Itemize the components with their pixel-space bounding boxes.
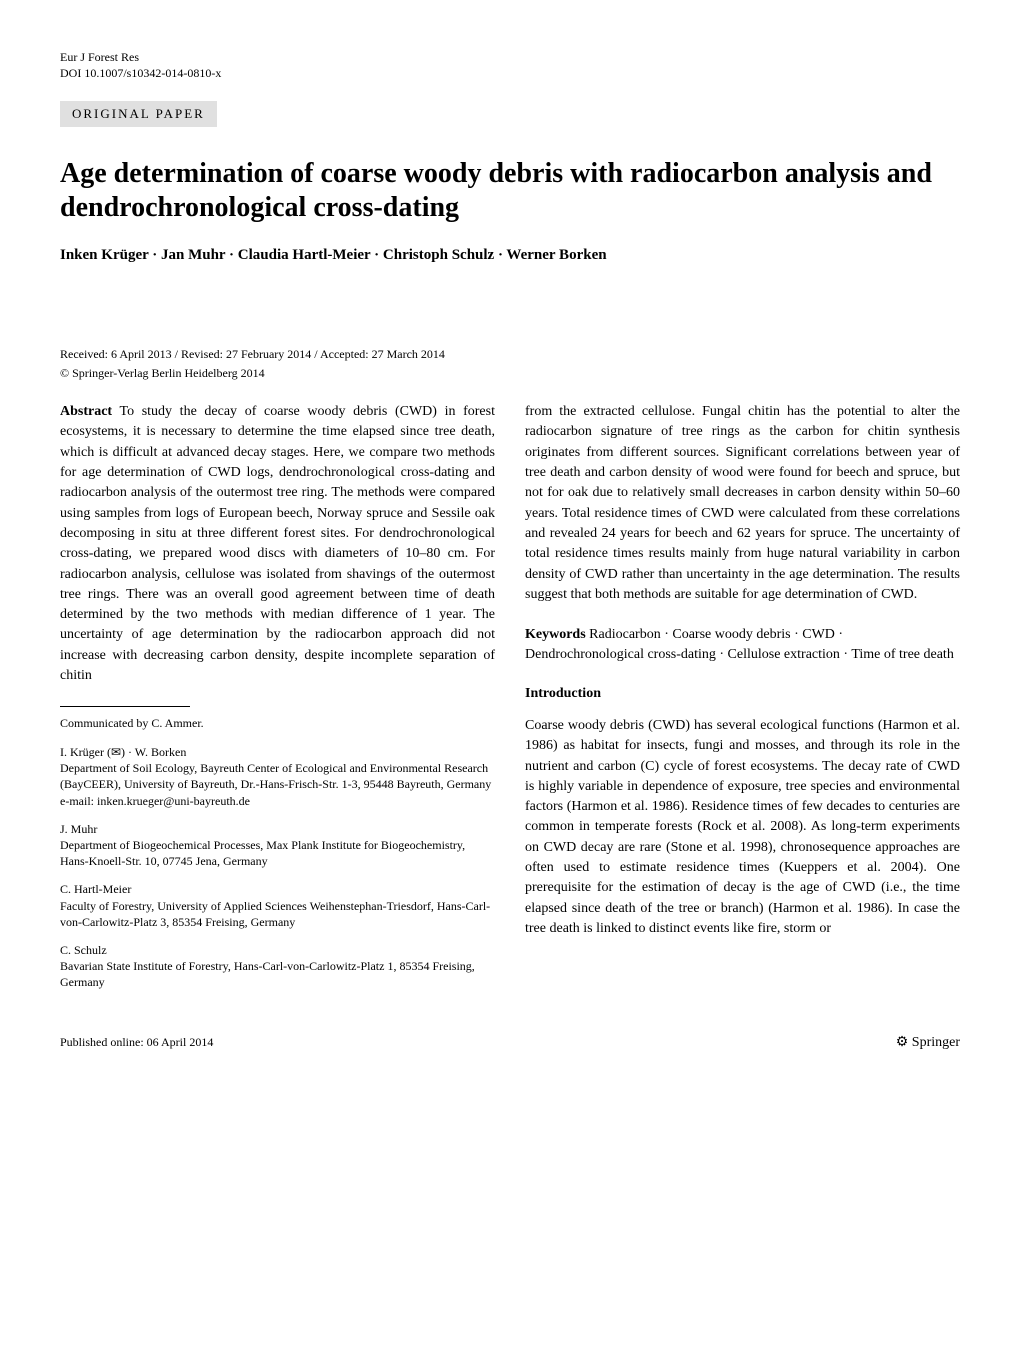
abstract-text-left: To study the decay of coarse woody debri… [60,404,495,683]
affiliation-block: C. Schulz Bavarian State Institute of Fo… [60,942,495,991]
page-footer: Published online: 06 April 2014 ⚙ Spring… [60,1033,960,1053]
affil-dept-0: Department of Soil Ecology, Bayreuth Cen… [60,761,491,791]
communicated-by: Communicated by C. Ammer. [60,715,495,732]
journal-header: Eur J Forest Res DOI 10.1007/s10342-014-… [60,50,960,81]
affil-dept-2: Faculty of Forestry, University of Appli… [60,899,490,929]
received-dates: Received: 6 April 2013 / Revised: 27 Feb… [60,346,960,363]
affil-email-0: e-mail: inken.krueger@uni-bayreuth.de [60,794,250,808]
abstract-heading: Abstract [60,404,112,419]
copyright-line: © Springer-Verlag Berlin Heidelberg 2014 [60,365,960,382]
section-label: ORIGINAL PAPER [60,101,217,127]
affil-names-3: C. Schulz [60,942,495,958]
right-column: from the extracted cellulose. Fungal chi… [525,402,960,1002]
article-title: Age determination of coarse woody debris… [60,157,960,224]
affiliation-block: C. Hartl-Meier Faculty of Forestry, Univ… [60,881,495,930]
author-list: Inken Krüger · Jan Muhr · Claudia Hartl-… [60,245,960,266]
divider-line [60,706,190,707]
springer-icon: ⚙ [896,1035,909,1050]
publisher-name: Springer [912,1035,960,1050]
two-column-layout: Abstract To study the decay of coarse wo… [60,402,960,1002]
journal-name: Eur J Forest Res [60,50,960,66]
affil-dept-1: Department of Biogeochemical Processes, … [60,838,465,868]
affil-names-1: J. Muhr [60,821,495,837]
affil-names-2: C. Hartl-Meier [60,881,495,897]
introduction-heading: Introduction [525,684,960,704]
affil-names-0: I. Krüger (✉) · W. Borken [60,744,495,760]
publisher-logo: ⚙ Springer [896,1033,960,1053]
published-online: Published online: 06 April 2014 [60,1034,213,1051]
affil-dept-3: Bavarian State Institute of Forestry, Ha… [60,959,475,989]
keywords-block: Keywords Radiocarbon · Coarse woody debr… [525,625,960,664]
keywords-heading: Keywords [525,627,586,642]
doi-line: DOI 10.1007/s10342-014-0810-x [60,66,960,82]
abstract-continuation: from the extracted cellulose. Fungal chi… [525,402,960,605]
abstract-block: Abstract To study the decay of coarse wo… [60,402,495,686]
introduction-text: Coarse woody debris (CWD) has several ec… [525,716,960,939]
keywords-text: Radiocarbon · Coarse woody debris · CWD … [525,627,954,662]
affiliation-block: I. Krüger (✉) · W. Borken Department of … [60,744,495,809]
left-column: Abstract To study the decay of coarse wo… [60,402,495,1002]
affiliation-block: J. Muhr Department of Biogeochemical Pro… [60,821,495,870]
